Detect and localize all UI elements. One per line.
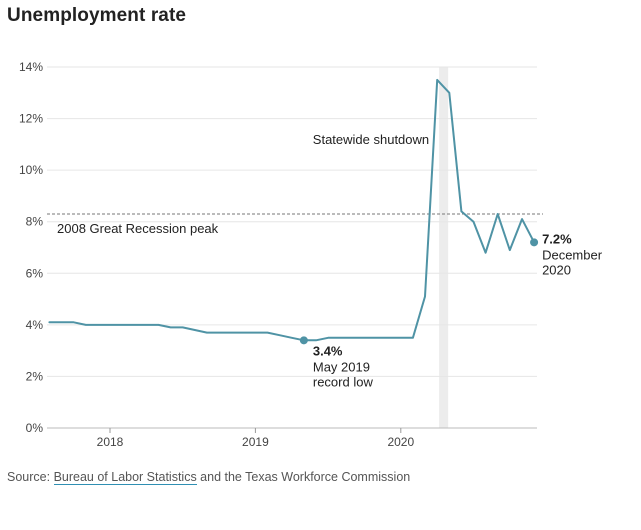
record-low-value-label: 3.4% — [313, 343, 343, 358]
y-tick-label: 10% — [19, 163, 43, 177]
x-tick-label: 2019 — [242, 435, 269, 449]
source-prefix: Source: — [7, 470, 54, 484]
chart-title: Unemployment rate — [7, 5, 187, 26]
y-tick-label: 2% — [26, 369, 44, 383]
y-tick-label: 8% — [26, 215, 44, 229]
bls-source-link[interactable]: Bureau of Labor Statistics — [53, 470, 197, 485]
x-tick-label: 2020 — [387, 435, 414, 449]
source-suffix: and the Texas Workforce Commission — [196, 470, 411, 484]
great-recession-label: 2008 Great Recession peak — [57, 221, 219, 236]
source-note: Source: Bureau of Labor Statistics and t… — [7, 470, 411, 485]
record-low-description: May 2019 — [313, 359, 370, 374]
y-tick-label: 12% — [19, 112, 43, 126]
latest-value-marker — [530, 238, 539, 247]
y-tick-label: 14% — [19, 60, 43, 74]
latest-value-description: December — [542, 247, 603, 262]
record-low-marker — [299, 336, 308, 345]
shutdown-shaded-band — [439, 67, 449, 428]
statewide-shutdown-label: Statewide shutdown — [313, 132, 429, 147]
y-tick-label: 6% — [26, 266, 44, 280]
record-low-description: record low — [313, 374, 374, 389]
unemployment-rate-line — [48, 78, 536, 342]
y-tick-label: 0% — [26, 421, 44, 435]
x-tick-label: 2018 — [97, 435, 124, 449]
latest-value-description: 2020 — [542, 262, 571, 277]
latest-value-label: 7.2% — [542, 231, 572, 246]
y-tick-label: 4% — [26, 318, 44, 332]
